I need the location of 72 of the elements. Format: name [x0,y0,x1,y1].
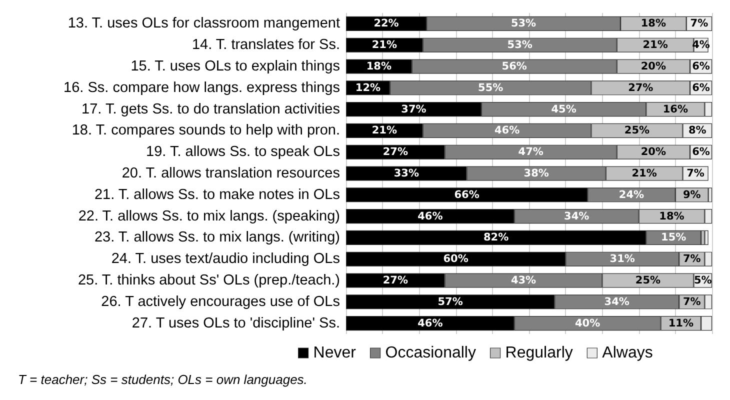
legend-label: Regularly [505,344,573,362]
data-label: 56% [502,60,528,72]
data-label: 24% [618,188,645,201]
data-label: 21% [632,168,658,180]
y-tick-label: 20. T. allows translation resources [122,166,340,182]
data-label: 46% [418,210,444,222]
data-label: 66% [454,188,480,201]
y-tick-label: 23. T. allows Ss. to mix langs. (writing) [94,230,340,246]
y-tick-label: 24. T. uses text/audio including OLs [111,251,340,268]
data-label: 21% [372,124,398,137]
data-label: 21% [372,39,398,52]
data-label: 34% [604,296,630,308]
data-label: 15% [661,232,687,244]
data-label: 27% [382,146,408,158]
data-label: 55% [478,82,504,94]
data-label: 8% [688,124,707,137]
data-label: 31% [610,253,636,266]
data-label: 5% [694,274,712,286]
data-label: 20% [640,60,666,72]
legend-label: Always [602,344,653,362]
y-tick-label: 18. T. compares sounds to help with pron. [72,122,340,139]
data-label: 7% [682,253,702,266]
data-label: 53% [507,39,533,52]
data-label: 27% [628,82,654,94]
data-label: 45% [551,103,577,116]
data-label: 6% [692,60,710,72]
data-label: 33% [394,168,420,180]
data-label: 53% [510,18,537,30]
data-label: 60% [443,253,469,266]
data-label: 57% [438,296,464,308]
data-label: 40% [574,317,601,330]
data-label: 11% [668,317,694,330]
data-label: 18% [659,210,685,222]
y-tick-label: 25. T. thinks about Ss' OLs (prep./teach.) [78,272,340,288]
y-tick-label: 16. Ss. compare how langs. express things [64,80,340,96]
data-label: 25% [635,274,661,286]
data-label: 37% [401,103,427,116]
data-label: 38% [524,168,550,180]
y-tick-label: 21. T. allows Ss. to make notes in OLs [94,186,340,203]
data-label: 47% [518,146,544,158]
data-label: 16% [662,103,688,116]
data-label: 82% [483,232,510,244]
data-label: 18% [366,60,392,72]
y-tick-label: 15. T. uses OLs to explain things [130,58,340,74]
data-label: 7% [690,18,709,30]
legend-label: Never [313,344,357,362]
data-label: 12% [355,82,381,94]
data-label: 21% [642,39,668,52]
data-label: 34% [564,210,590,222]
data-label: 43% [510,274,537,286]
data-label: 20% [640,146,666,158]
data-label: 27% [382,274,408,286]
bar [704,230,708,245]
data-label: 7% [686,168,705,180]
y-tick-label: 22. T. allows Ss. to mix langs. (speaking) [78,208,340,224]
y-tick-label: 13. T. uses OLs for classroom mangement [68,16,340,32]
data-label: 25% [624,124,650,137]
text: T = teacher; Ss = students; OLs = own languages. [18,372,308,387]
legend-label: Occasionally [385,344,476,362]
y-tick-label: 19. T. allows Ss. to speak OLs [146,144,340,160]
y-tick-label: 27. T uses OLs to 'discipline' Ss. [132,315,340,332]
y-tick-label: 14. T. translates for Ss. [192,37,340,54]
data-label: 46% [494,124,520,137]
data-label: 18% [640,18,666,30]
data-label: 7% [682,296,702,308]
data-label: 6% [692,146,710,158]
data-label: 9% [682,188,702,201]
y-tick-label: 26. T actively encourages use of OLs [101,294,340,310]
data-label: 6% [692,82,710,94]
data-label: 46% [418,317,444,330]
data-label: 22% [374,18,400,30]
y-tick-label: 17. T. gets Ss. to do translation activities [82,101,340,118]
